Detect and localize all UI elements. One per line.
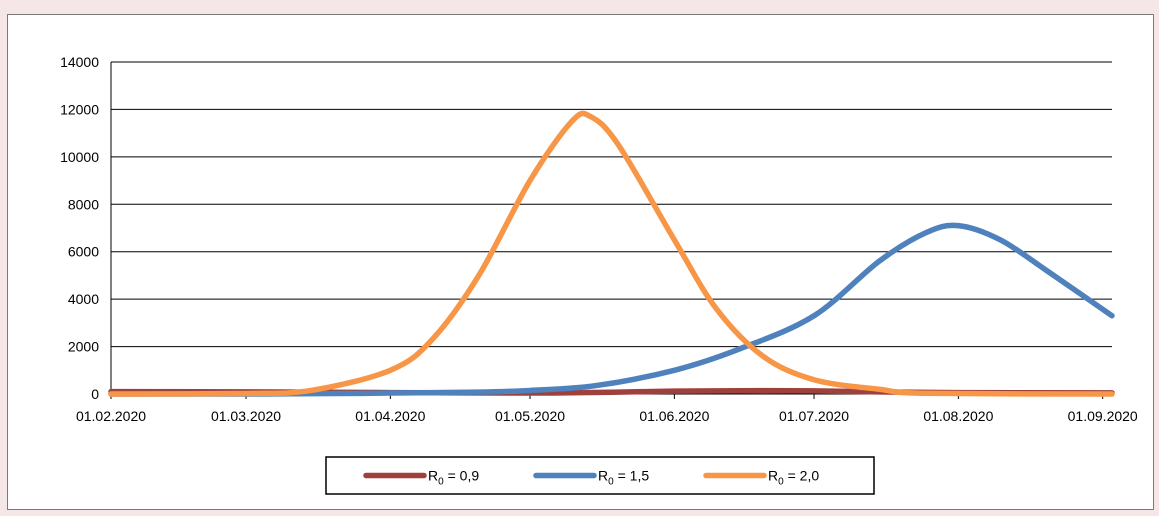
legend-series-name: 0,9: [460, 468, 480, 484]
series-layer: [108, 110, 1115, 397]
legend-series-name: 1,5: [630, 468, 650, 484]
grid-layer: [111, 61, 1112, 395]
chart-svg: 0 2000 4000 6000 8000 10000 12000 14000 01.02.20…: [60, 54, 1138, 495]
legend-separator: =: [614, 468, 630, 484]
legend-symbol: R: [428, 468, 438, 484]
legend-series-name: 2,0: [800, 468, 820, 484]
legend-separator: =: [784, 468, 800, 484]
series-line-2: [108, 110, 1115, 397]
y-tick-label: 10000: [60, 149, 99, 165]
legend-label-2: R0 = 2,0: [768, 468, 819, 488]
x-tick-label: 01.04.2020: [355, 408, 425, 424]
x-tick-label: 01.03.2020: [211, 408, 281, 424]
legend-label-0: R0 = 0,9: [428, 468, 479, 488]
y-tick-label: 4000: [68, 291, 99, 307]
legend-symbol: R: [598, 468, 608, 484]
chart-panel: 0 2000 4000 6000 8000 10000 12000 14000 01.02.20…: [7, 14, 1154, 510]
legend: R0 = 0,9 R0 = 1,5 R0 = 2,0: [325, 456, 875, 495]
y-tick-label: 6000: [68, 244, 99, 260]
y-tick-label: 2000: [68, 339, 99, 355]
legend-subscript: 0: [608, 477, 614, 488]
legend-symbol: R: [768, 468, 778, 484]
y-tick-label: 0: [91, 386, 99, 402]
legend-subscript: 0: [778, 477, 784, 488]
x-tick-label: 01.09.2020: [1068, 408, 1138, 424]
x-tick-label: 01.06.2020: [639, 408, 709, 424]
legend-subscript: 0: [438, 477, 444, 488]
legend-label-1: R0 = 1,5: [598, 468, 649, 488]
x-tick-label: 01.07.2020: [779, 408, 849, 424]
y-tick-label: 8000: [68, 196, 99, 212]
legend-separator: =: [444, 468, 460, 484]
y-tick-label: 14000: [60, 54, 99, 70]
x-tick-label: 01.05.2020: [495, 408, 565, 424]
series-line-1: [108, 222, 1115, 397]
x-tick-label: 01.08.2020: [923, 408, 993, 424]
x-tick-label: 01.02.2020: [76, 408, 146, 424]
y-tick-label: 12000: [60, 101, 99, 117]
